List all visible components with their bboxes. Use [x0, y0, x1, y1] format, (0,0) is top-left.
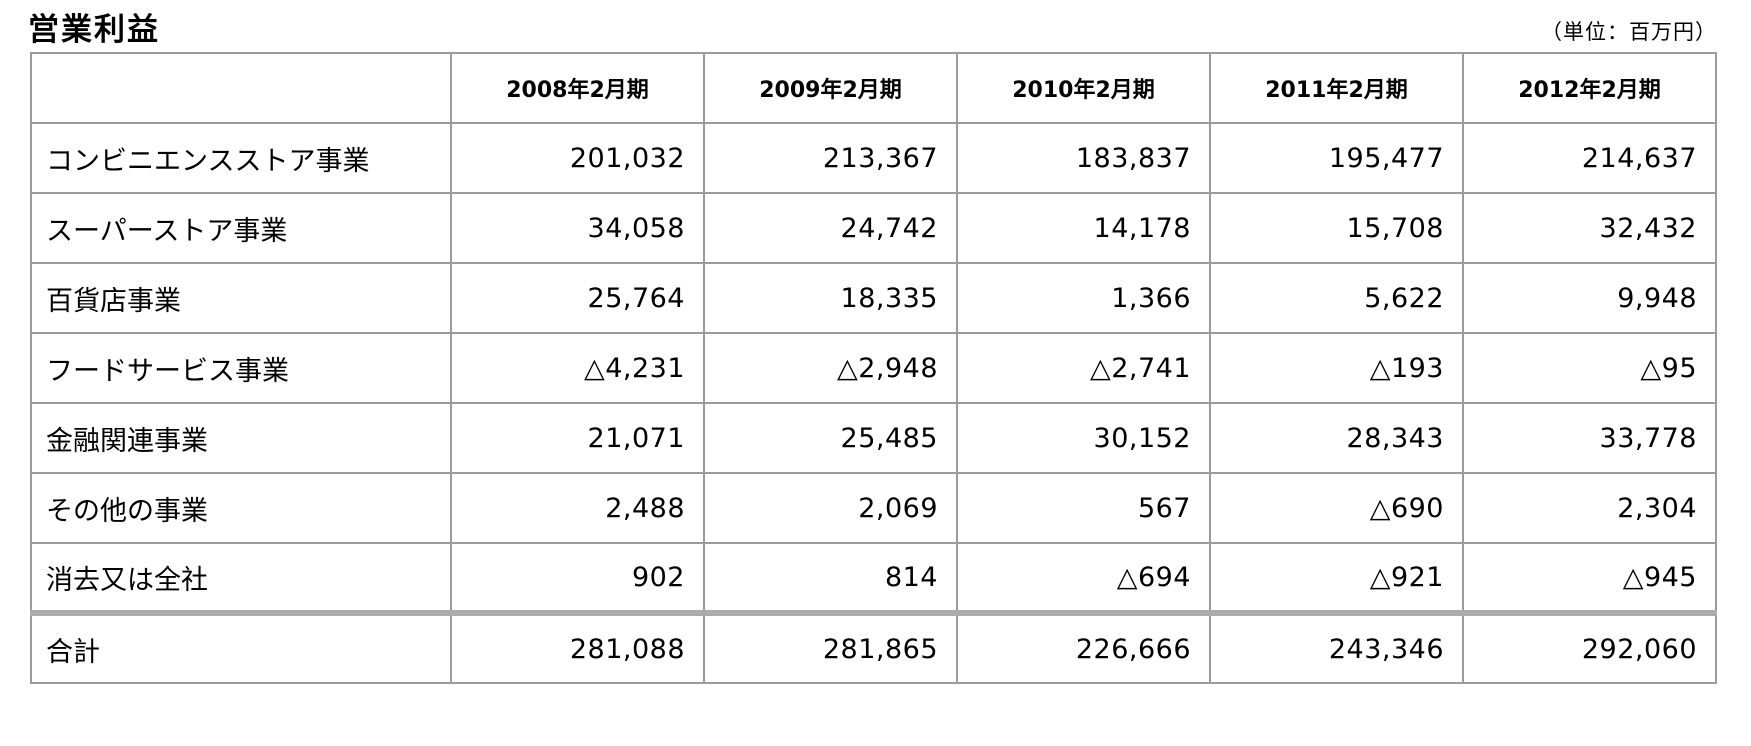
- column-header-2010: 2010年2月期: [956, 52, 1211, 124]
- value-cell: 33,778: [1462, 402, 1717, 474]
- total-value-cell: 281,088: [450, 610, 705, 684]
- value-cell: 34,058: [450, 192, 705, 264]
- row-label: スーパーストア事業: [30, 192, 452, 264]
- table-row-eliminations-corporate: 消去又は全社 902 814 △694 △921 △945: [30, 542, 1717, 614]
- row-label: 消去又は全社: [30, 542, 452, 614]
- value-cell: 9,948: [1462, 262, 1717, 334]
- value-cell: △193: [1209, 332, 1464, 404]
- table-row-department-store: 百貨店事業 25,764 18,335 1,366 5,622 9,948: [30, 262, 1717, 334]
- row-label: 金融関連事業: [30, 402, 452, 474]
- value-cell: 15,708: [1209, 192, 1464, 264]
- corner-cell: [30, 52, 452, 124]
- row-label: コンビニエンスストア事業: [30, 122, 452, 194]
- table-row-convenience-store: コンビニエンスストア事業 201,032 213,367 183,837 195…: [30, 122, 1717, 194]
- total-value-cell: 281,865: [703, 610, 958, 684]
- column-header-2009: 2009年2月期: [703, 52, 958, 124]
- total-value-cell: 243,346: [1209, 610, 1464, 684]
- table-row-food-service: フードサービス事業 △4,231 △2,948 △2,741 △193 △95: [30, 332, 1717, 404]
- total-value-cell: 292,060: [1462, 610, 1717, 684]
- value-cell: △690: [1209, 472, 1464, 544]
- value-cell: 814: [703, 542, 958, 614]
- row-label: フードサービス事業: [30, 332, 452, 404]
- value-cell: 32,432: [1462, 192, 1717, 264]
- value-cell: 902: [450, 542, 705, 614]
- value-cell: 2,304: [1462, 472, 1717, 544]
- page-title: 営業利益: [28, 12, 160, 48]
- value-cell: 18,335: [703, 262, 958, 334]
- column-header-2011: 2011年2月期: [1209, 52, 1464, 124]
- value-cell: △2,948: [703, 332, 958, 404]
- table-row-superstore: スーパーストア事業 34,058 24,742 14,178 15,708 32…: [30, 192, 1717, 264]
- value-cell: 21,071: [450, 402, 705, 474]
- unit-note: （単位：百万円）: [1541, 20, 1717, 44]
- value-cell: 24,742: [703, 192, 958, 264]
- value-cell: △945: [1462, 542, 1717, 614]
- total-row-label: 合計: [30, 610, 452, 684]
- value-cell: 30,152: [956, 402, 1211, 474]
- value-cell: 214,637: [1462, 122, 1717, 194]
- value-cell: △95: [1462, 332, 1717, 404]
- value-cell: 2,488: [450, 472, 705, 544]
- value-cell: △921: [1209, 542, 1464, 614]
- table-row-other-business: その他の事業 2,488 2,069 567 △690 2,304: [30, 472, 1717, 544]
- row-label: その他の事業: [30, 472, 452, 544]
- total-value-cell: 226,666: [956, 610, 1211, 684]
- value-cell: 2,069: [703, 472, 958, 544]
- row-label: 百貨店事業: [30, 262, 452, 334]
- value-cell: 183,837: [956, 122, 1211, 194]
- column-header-2008: 2008年2月期: [450, 52, 705, 124]
- operating-profit-table: 2008年2月期 2009年2月期 2010年2月期 2011年2月期 2012…: [30, 52, 1717, 684]
- value-cell: 25,485: [703, 402, 958, 474]
- value-cell: △2,741: [956, 332, 1211, 404]
- table-header-row: 2008年2月期 2009年2月期 2010年2月期 2011年2月期 2012…: [30, 52, 1717, 124]
- value-cell: 28,343: [1209, 402, 1464, 474]
- value-cell: 14,178: [956, 192, 1211, 264]
- value-cell: 1,366: [956, 262, 1211, 334]
- column-header-2012: 2012年2月期: [1462, 52, 1717, 124]
- value-cell: 201,032: [450, 122, 705, 194]
- value-cell: 213,367: [703, 122, 958, 194]
- value-cell: 567: [956, 472, 1211, 544]
- table-row-financial-services: 金融関連事業 21,071 25,485 30,152 28,343 33,77…: [30, 402, 1717, 474]
- value-cell: 5,622: [1209, 262, 1464, 334]
- value-cell: △4,231: [450, 332, 705, 404]
- value-cell: △694: [956, 542, 1211, 614]
- value-cell: 25,764: [450, 262, 705, 334]
- table-row-total: 合計 281,088 281,865 226,666 243,346 292,0…: [30, 610, 1717, 684]
- value-cell: 195,477: [1209, 122, 1464, 194]
